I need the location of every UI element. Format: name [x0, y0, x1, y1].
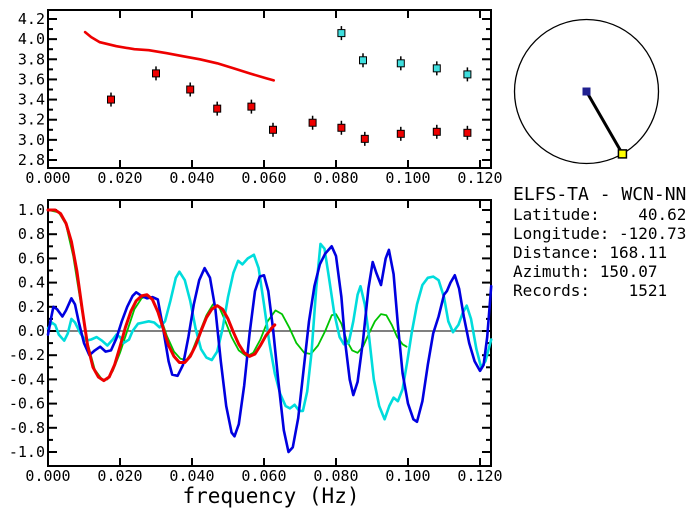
azimuth-circle	[513, 18, 660, 165]
y-tick-label: 3.6	[18, 70, 45, 88]
x-tick-label: 0.080	[313, 467, 358, 485]
x-tick-label: 0.060	[241, 467, 286, 485]
azimuth-marker[interactable]	[617, 149, 628, 159]
y-tick-label: 0.8	[18, 225, 45, 243]
picked-dispersion-red-point[interactable]	[308, 118, 317, 127]
waveform-red-curve	[46, 208, 277, 383]
x-tick-label: 0.060	[241, 169, 286, 187]
picked-dispersion-red-point[interactable]	[360, 134, 369, 143]
picked-dispersion-red-point[interactable]	[337, 123, 346, 132]
y-tick-label: 3.8	[18, 50, 45, 68]
y-tick-label: 3.2	[18, 111, 45, 129]
station-info: ELFS-TA - WCN-NN Latitude: 40.62 Longitu…	[513, 184, 686, 300]
picked-dispersion-cyan-point[interactable]	[359, 56, 367, 65]
plot-frame	[47, 9, 492, 169]
picked-dispersion-red-point[interactable]	[463, 128, 472, 137]
y-tick-label: -0.2	[9, 346, 45, 364]
x-tick-label: 0.100	[385, 169, 430, 187]
picked-dispersion-red-point[interactable]	[432, 127, 441, 136]
y-tick-label: 0.6	[18, 249, 45, 267]
x-tick-label: 0.020	[97, 467, 142, 485]
model-dispersion-curve-curve	[83, 30, 276, 82]
picked-dispersion-red-point[interactable]	[107, 95, 115, 104]
station-center-dot	[582, 87, 591, 96]
x-tick-label: 0.020	[97, 169, 142, 187]
x-tick-label: 0.040	[169, 467, 214, 485]
x-tick-label: 0.080	[313, 169, 358, 187]
x-tick-label: 0.000	[25, 467, 70, 485]
x-axis-title: frequency (Hz)	[182, 484, 359, 508]
y-tick-label: 0.4	[18, 274, 45, 292]
picked-dispersion-red-point[interactable]	[269, 125, 277, 134]
picked-dispersion-red-point[interactable]	[152, 69, 160, 78]
picked-dispersion-red-point[interactable]	[186, 85, 195, 94]
y-tick-label: -0.4	[9, 370, 45, 388]
y-tick-label: 0.2	[18, 298, 45, 316]
x-tick-label: 0.000	[25, 169, 70, 187]
station-azimuth-line: Azimuth: 150.07	[513, 262, 658, 281]
azimuth-pointer-line	[585, 90, 624, 155]
station-longitude-line: Longitude: -120.73	[513, 224, 687, 243]
picked-dispersion-cyan-point[interactable]	[396, 59, 405, 68]
station-distance-line: Distance: 168.11	[513, 243, 668, 262]
y-tick-label: 2.8	[18, 151, 45, 169]
x-tick-label: 0.120	[457, 467, 502, 485]
picked-dispersion-cyan-point[interactable]	[337, 29, 346, 38]
picked-dispersion-red-point[interactable]	[213, 104, 222, 113]
y-tick-label: 4.2	[18, 10, 45, 28]
y-tick-label: 1.0	[18, 201, 45, 219]
picked-dispersion-cyan-point[interactable]	[463, 70, 472, 79]
y-tick-label: -0.8	[9, 419, 45, 437]
station-records-line: Records: 1521	[513, 281, 668, 300]
x-tick-label: 0.100	[385, 467, 430, 485]
station-pair-title: ELFS-TA - WCN-NN	[513, 184, 687, 205]
y-tick-label: 3.4	[18, 91, 45, 109]
y-tick-label: 3.0	[18, 131, 45, 149]
x-tick-label: 0.120	[457, 169, 502, 187]
y-tick-label: -0.6	[9, 395, 45, 413]
station-latitude-line: Latitude: 40.62	[513, 205, 687, 224]
x-tick-label: 0.040	[169, 169, 214, 187]
y-tick-label: 4.0	[18, 30, 45, 48]
picked-dispersion-cyan-point[interactable]	[432, 64, 441, 73]
picked-dispersion-red-point[interactable]	[247, 102, 256, 111]
picked-dispersion-red-point[interactable]	[396, 129, 405, 138]
y-tick-label: -1.0	[9, 443, 45, 461]
y-tick-label: 0.0	[18, 322, 45, 340]
